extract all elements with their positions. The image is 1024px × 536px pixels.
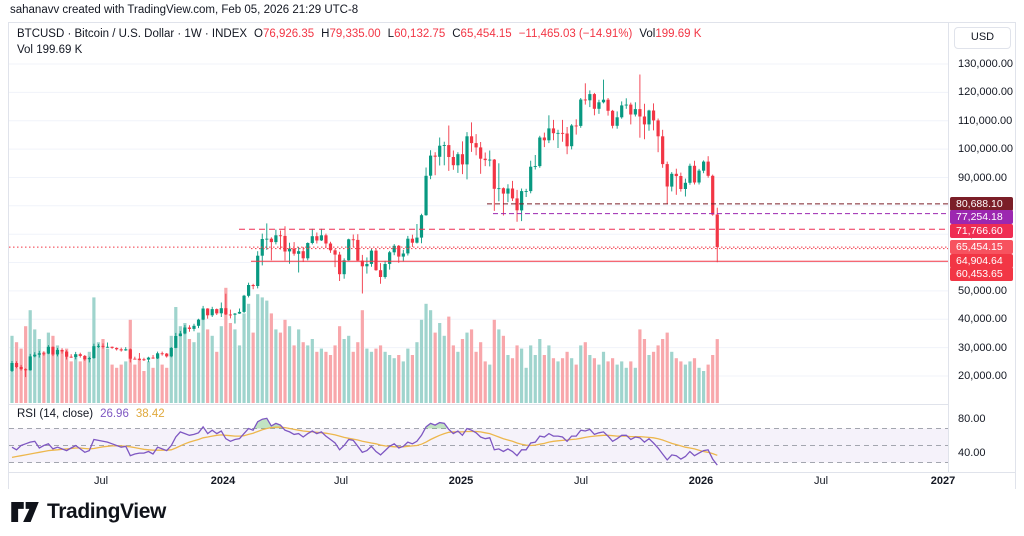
price-tick: 100,000.00 [958,143,1014,156]
price-tick: 30,000.00 [958,341,1007,354]
low-value: 60,132.75 [394,28,446,40]
time-tick: 2026 [688,475,714,487]
high-value: 79,335.00 [329,28,381,40]
rsi-pane[interactable]: RSI (14, close) 26.96 38.42 [9,404,949,473]
price-tick: 130,000.00 [958,58,1014,70]
rsi-chart[interactable] [9,405,949,473]
change-value: −11,465.03 (−14.91%) [518,28,633,40]
volume-value: 199.69 K [655,28,702,40]
time-tick: 2025 [448,475,474,487]
price-tick: 120,000.00 [958,86,1014,99]
rsi-tick: 80.00 [958,413,986,425]
time-tick: 2027 [930,475,956,487]
symbol-legend[interactable]: BTCUSD · Bitcoin / U.S. Dollar · 1W · IN… [17,28,701,40]
time-tick: Jul [333,475,349,487]
time-tick: Jul [573,475,589,487]
rsi-value: 26.96 [100,408,129,420]
currency-toggle-button[interactable]: USD [954,27,1011,49]
price-axis[interactable]: USD 130,000.00 120,000.00 110,000.00 100,00… [948,23,1015,472]
price-level-badge: 80,688.10 [950,196,1013,211]
time-tick: 2024 [210,475,236,487]
snapshot-attribution: sahanavv created with TradingView.com, F… [10,4,359,16]
vol-row-label: Vol [17,44,33,56]
tradingview-logo-text: TradingView [47,500,166,523]
time-tick: Jul [813,475,829,487]
price-level-badge: 64,904.64 [950,253,1013,268]
time-axis[interactable]: Jul 2024 Jul 2025 Jul 2026 Jul 2027 [9,472,1015,490]
rsi-title: RSI (14, close) [17,408,94,420]
price-pane[interactable]: BTCUSD · Bitcoin / U.S. Dollar · 1W · IN… [9,23,949,403]
close-label: C [452,28,461,40]
tradingview-logo-icon [11,502,39,522]
close-value: 65,454.15 [460,28,512,40]
volume-label: Vol [639,28,656,40]
vol-row-value: 199.69 K [36,44,83,56]
high-label: H [321,28,330,40]
price-tick: 20,000.00 [958,370,1007,382]
price-level-badge: 60,453.65 [950,267,1013,282]
candlestick-chart[interactable] [9,23,949,403]
chart-frame: BTCUSD · Bitcoin / U.S. Dollar · 1W · IN… [8,22,1016,490]
price-level-badge: 65,454.15 [950,240,1013,255]
rsi-indicator-legend[interactable]: RSI (14, close) 26.96 38.42 [17,408,165,420]
rsi-ma-value: 38.42 [135,408,165,420]
price-tick: 40,000.00 [958,313,1007,326]
price-level-badge: 71,766.60 [950,223,1013,238]
open-value: 76,926.35 [263,28,315,40]
volume-indicator-legend[interactable]: Vol 199.69 K [17,44,82,56]
price-level-badge: 77,254.18 [950,210,1013,225]
price-tick: 90,000.00 [958,171,1007,184]
tradingview-logo[interactable]: TradingView [10,500,166,524]
symbol-title: BTCUSD · Bitcoin / U.S. Dollar · 1W · IN… [17,28,248,40]
low-label: L [387,28,395,40]
price-tick: 50,000.00 [958,284,1007,297]
time-tick: Jul [93,475,109,487]
open-label: O [254,28,263,40]
rsi-tick: 40.00 [958,447,986,459]
price-tick: 110,000.00 [958,114,1013,127]
